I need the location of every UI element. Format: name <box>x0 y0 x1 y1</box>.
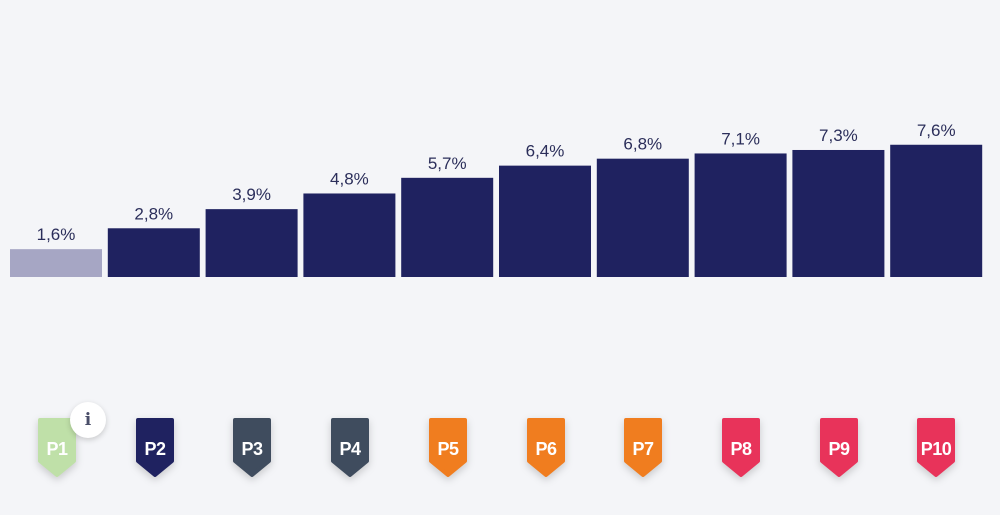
bar-p4 <box>303 193 396 277</box>
bar-p8 <box>694 153 787 277</box>
data-label-p2: 2,8% <box>134 204 173 223</box>
bar-chart: 1,6% 2,8% 3,9% 4,8% 5,7% 6,4% 6,8% 7,1% 7,3% 7,6% <box>10 121 983 277</box>
bar-p1 <box>10 249 102 277</box>
badge-p9[interactable]: P9 <box>819 417 859 479</box>
data-label-p7: 6,8% <box>623 135 662 154</box>
bar-p3 <box>205 209 298 277</box>
shield-icon <box>429 418 467 477</box>
badge-label: P2 <box>144 439 166 459</box>
shield-icon <box>527 418 565 477</box>
bar-p9 <box>792 149 885 277</box>
badge-label: P8 <box>730 439 752 459</box>
badge-p8[interactable]: P8 <box>721 417 761 479</box>
info-icon[interactable]: i <box>70 402 106 438</box>
badge-label: P6 <box>535 439 557 459</box>
badge-label: P7 <box>632 439 654 459</box>
data-label-p4: 4,8% <box>330 169 369 188</box>
shield-icon <box>624 418 662 477</box>
data-label-p6: 6,4% <box>526 142 565 161</box>
bar-p5 <box>401 177 494 277</box>
badge-label: P3 <box>241 439 263 459</box>
data-label-p5: 5,7% <box>428 154 467 173</box>
badge-p2[interactable]: P2 <box>135 417 175 479</box>
bar-p2 <box>107 228 200 277</box>
badge-label: P5 <box>437 439 459 459</box>
shield-icon <box>820 418 858 477</box>
shield-icon <box>917 418 955 477</box>
data-label-p10: 7,6% <box>917 121 956 140</box>
shield-icon <box>331 418 369 477</box>
badge-p5[interactable]: P5 <box>428 417 468 479</box>
badge-label: P4 <box>339 439 361 459</box>
shield-icon <box>136 418 174 477</box>
badge-p10[interactable]: P10 <box>916 417 956 479</box>
profile-badges: P1 P2 P3 P4 P5 P6 P7 P8 P9 P10 <box>0 405 1000 485</box>
shield-icon <box>233 418 271 477</box>
bar-p10 <box>890 144 983 277</box>
badge-p1[interactable]: P1 <box>37 417 77 479</box>
badge-p4[interactable]: P4 <box>330 417 370 479</box>
data-label-p1: 1,6% <box>37 225 76 244</box>
badge-label: P1 <box>46 439 68 459</box>
badge-p6[interactable]: P6 <box>526 417 566 479</box>
badge-p3[interactable]: P3 <box>232 417 272 479</box>
bar-p7 <box>596 158 689 277</box>
shield-icon <box>722 418 760 477</box>
badge-p7[interactable]: P7 <box>623 417 663 479</box>
shield-icon <box>38 418 76 477</box>
data-label-p9: 7,3% <box>819 126 858 145</box>
badge-label: P9 <box>828 439 850 459</box>
bar-p6 <box>499 165 591 277</box>
data-label-p8: 7,1% <box>721 129 760 148</box>
data-label-p3: 3,9% <box>232 185 271 204</box>
badge-label: P10 <box>920 439 952 459</box>
